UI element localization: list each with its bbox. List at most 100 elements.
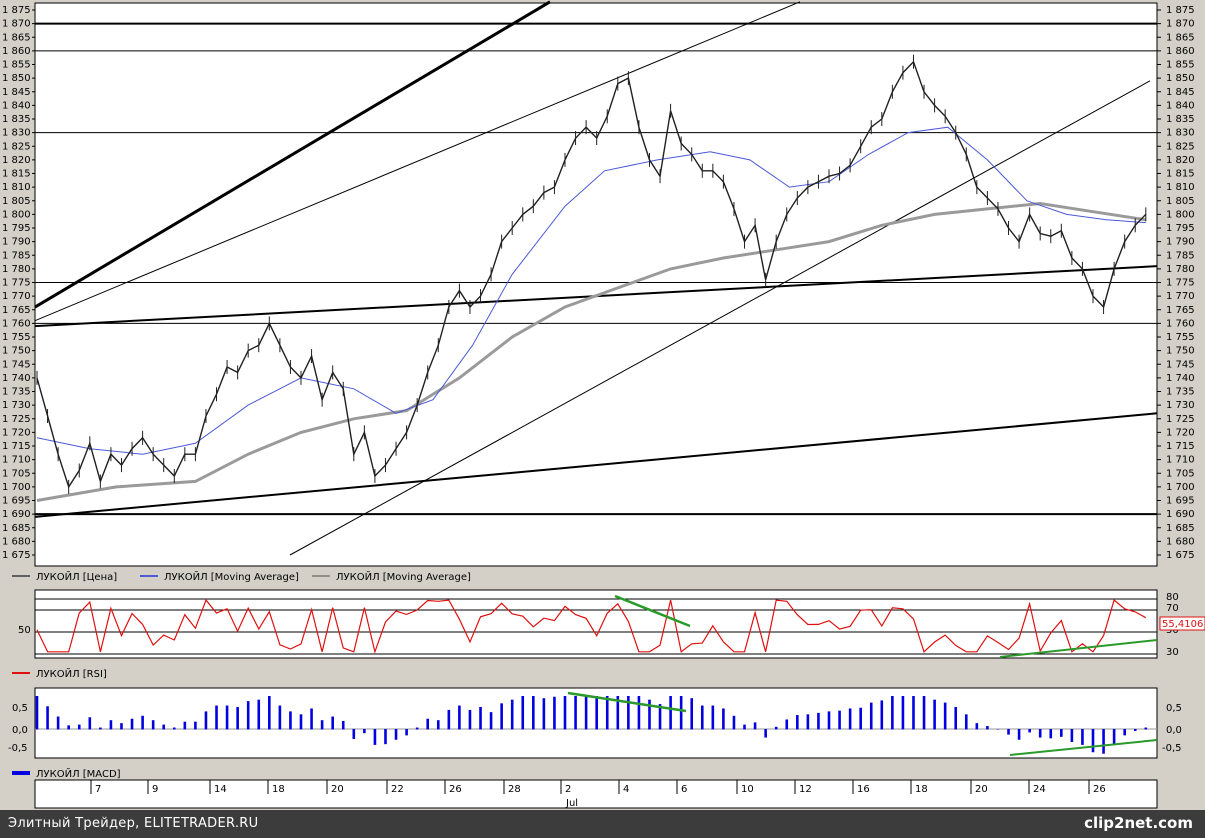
time-axis (34, 779, 1158, 809)
macd-bar (574, 696, 577, 730)
time-axis-labels: 7 9 14 18 20 22 26 28 2 4 6 10 12 16 18 20 24 26 (90, 780, 1106, 795)
macd-bar (246, 701, 250, 730)
macd-bar (447, 709, 451, 730)
macd-bar (35, 696, 39, 730)
macd-bar (99, 727, 102, 730)
price-tick-right: 1 740 (1166, 373, 1195, 384)
rsi-last-value: 55,4106 (1162, 619, 1203, 630)
rsi-level-30: 30 (1166, 647, 1179, 658)
price-tick-right: 1 875 (1166, 5, 1195, 16)
macd-bar (320, 720, 324, 730)
price-tick-right: 1 685 (1166, 523, 1195, 534)
macd-bar (859, 707, 862, 730)
price-tick-right: 1 840 (1166, 100, 1195, 111)
macd-left-tick-pos: 0,5 (12, 703, 28, 714)
price-tick-left: 1 740 (2, 373, 31, 384)
macd-legend: ЛУКОЙЛ [MACD] (12, 767, 121, 780)
price-tick-left: 1 810 (2, 182, 31, 193)
rsi-level-70: 70 (1166, 603, 1179, 614)
time-label: 26 (1093, 784, 1106, 795)
time-label: 20 (975, 784, 988, 795)
macd-bar (1102, 729, 1105, 754)
macd-bar (891, 696, 894, 730)
macd-bar (806, 714, 810, 730)
macd-bar (563, 696, 567, 730)
macd-bar (1028, 729, 1031, 733)
price-tick-right: 1 700 (1166, 482, 1195, 493)
price-tick-right: 1 755 (1166, 332, 1195, 343)
price-tick-left: 1 720 (2, 427, 31, 438)
macd-bar (352, 729, 356, 740)
price-tick-left: 1 725 (2, 414, 31, 425)
rsi-value-box (1159, 616, 1205, 631)
macd-bar (236, 707, 239, 730)
price-tick-right: 1 790 (1166, 237, 1195, 248)
price-tick-right: 1 745 (1166, 359, 1195, 370)
price-tick-right: 1 870 (1166, 19, 1195, 30)
series-line-2 (36, 201, 1147, 502)
price-tick-left: 1 735 (2, 387, 31, 398)
time-label: 10 (741, 784, 754, 795)
macd-bar (521, 696, 525, 730)
price-tick-right: 1 750 (1166, 346, 1195, 357)
rsi-panel (34, 589, 1158, 659)
rsi-divergence-line (614, 594, 691, 628)
legend-ma-fast-label: ЛУКОЙЛ [Moving Average] (164, 570, 299, 583)
macd-bar (384, 729, 387, 745)
price-tick-left: 1 875 (2, 5, 31, 16)
trendline (289, 80, 1151, 556)
macd-bar (489, 712, 493, 730)
price-tick-right: 1 720 (1166, 427, 1195, 438)
price-tick-left: 1 850 (2, 73, 31, 84)
macd-left-tick-neg: -0,5 (8, 743, 28, 754)
price-tick-left: 1 865 (2, 32, 31, 43)
macd-divergence-line (567, 691, 687, 713)
macd-bar (1091, 729, 1095, 753)
macd-bar (648, 699, 651, 730)
price-tick-left: 1 675 (2, 550, 31, 561)
macd-bar (1081, 729, 1084, 745)
price-tick-right: 1 725 (1166, 414, 1195, 425)
price-tick-left: 1 700 (2, 482, 31, 493)
price-tick-left: 1 755 (2, 332, 31, 343)
macd-bar (542, 698, 546, 730)
macd-bar (774, 726, 778, 730)
time-label: 7 (95, 784, 101, 795)
footer-source: Элитный Трейдер, ELITETRADER.RU (8, 816, 259, 831)
price-tick-left: 1 715 (2, 441, 31, 452)
price-tick-right: 1 830 (1166, 128, 1195, 139)
macd-bar (1144, 727, 1148, 730)
rsi-divergence-line (999, 639, 1158, 658)
macd-bar (56, 716, 60, 730)
macd-bar (373, 729, 377, 745)
macd-bar (1133, 729, 1137, 731)
price-tick-right: 1 770 (1166, 291, 1195, 302)
price-tick-left: 1 760 (2, 318, 31, 329)
macd-bar (299, 714, 303, 730)
macd-bar (225, 705, 229, 730)
legend-rsi-label: ЛУКОЙЛ [RSI] (36, 667, 107, 680)
macd-bar (848, 708, 852, 730)
price-tick-left: 1 870 (2, 19, 31, 30)
time-label: 22 (391, 784, 404, 795)
macd-bar (436, 720, 440, 730)
price-tick-left: 1 825 (2, 141, 31, 152)
price-series (36, 54, 1147, 502)
macd-bar (954, 707, 958, 730)
price-tick-right: 1 735 (1166, 387, 1195, 398)
price-tick-right: 1 705 (1166, 468, 1195, 479)
macd-bar (257, 699, 261, 730)
macd-bar (901, 696, 905, 730)
macd-bar (310, 708, 313, 730)
macd-bar (194, 721, 197, 730)
rsi-line (36, 598, 1147, 654)
macd-bar (120, 723, 123, 730)
price-tick-left: 1 680 (2, 536, 31, 547)
macd-bar (658, 704, 662, 730)
rsi-series (35, 594, 1158, 658)
price-tick-left: 1 795 (2, 223, 31, 234)
footer-bar: Элитный Трейдер, ELITETRADER.RU clip2net… (0, 810, 1205, 838)
macd-bar (796, 715, 799, 730)
price-tick-right: 1 815 (1166, 169, 1195, 180)
macd-right-tick-pos: 0,5 (1166, 703, 1182, 714)
